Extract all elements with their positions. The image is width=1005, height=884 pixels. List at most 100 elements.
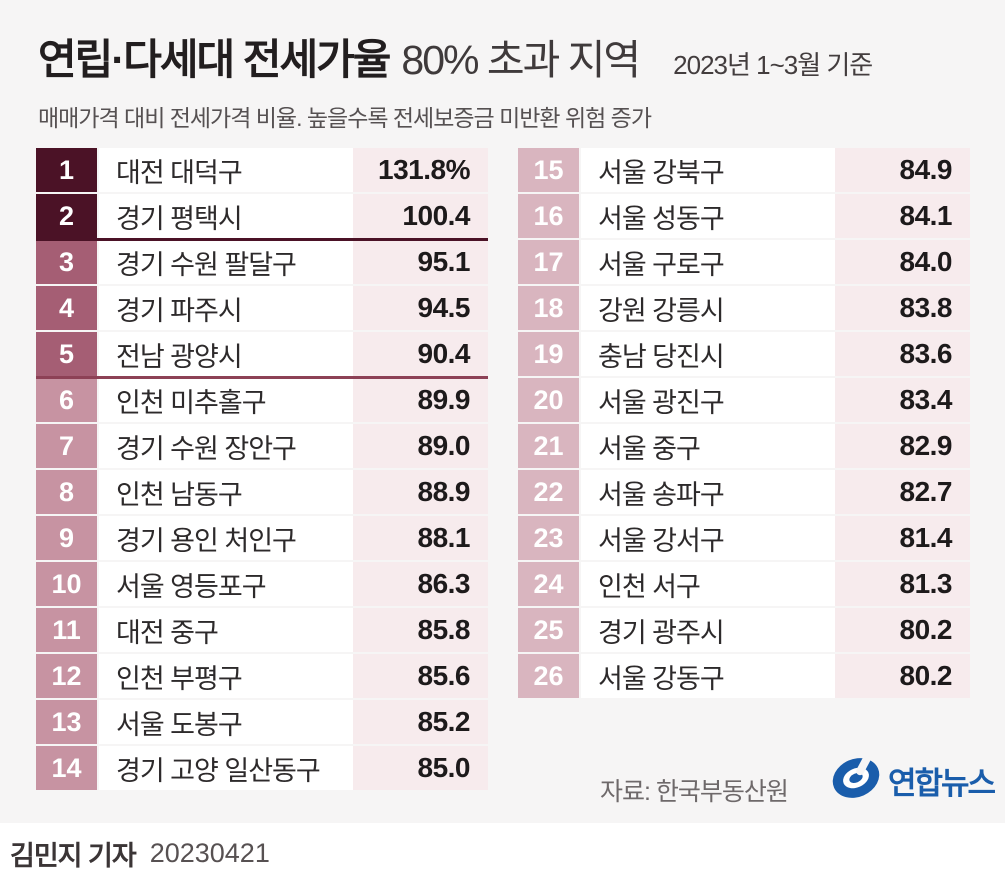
region-name: 경기 수원 팔달구	[99, 240, 353, 284]
rank-cell: 2	[36, 194, 97, 238]
rank-cell: 17	[518, 240, 579, 284]
ratio-value: 89.9	[353, 378, 488, 422]
rank-cell: 5	[36, 332, 97, 376]
region-name: 서울 강동구	[581, 654, 835, 698]
ranking-table-right: 15 서울 강북구 84.9 16 서울 성동구 84.1 17 서울 구로구 …	[518, 148, 970, 792]
ranking-table-left: 1 대전 대덕구 131.8% 2 경기 평택시 100.4 3 경기 수원 팔…	[36, 148, 488, 792]
region-name: 경기 수원 장안구	[99, 424, 353, 468]
table-row: 5 전남 광양시 90.4	[36, 332, 488, 379]
region-name: 강원 강릉시	[581, 286, 835, 330]
table-row: 6 인천 미추홀구 89.9	[36, 378, 488, 422]
rank-cell: 1	[36, 148, 97, 192]
region-name: 인천 미추홀구	[99, 378, 353, 422]
table-row: 12 인천 부평구 85.6	[36, 654, 488, 698]
rank-cell: 20	[518, 378, 579, 422]
ratio-value: 85.8	[353, 608, 488, 652]
rank-cell: 11	[36, 608, 97, 652]
rank-cell: 26	[518, 654, 579, 698]
table-row: 1 대전 대덕구 131.8%	[36, 148, 488, 192]
reporter-name: 김민지 기자	[10, 841, 137, 871]
table-row: 8 인천 남동구 88.9	[36, 470, 488, 514]
ratio-value: 83.6	[835, 332, 970, 376]
rank-cell: 4	[36, 286, 97, 330]
region-name: 경기 평택시	[99, 194, 353, 238]
ratio-value: 89.0	[353, 424, 488, 468]
rank-cell: 15	[518, 148, 579, 192]
ratio-value: 84.1	[835, 194, 970, 238]
ratio-value: 88.1	[353, 516, 488, 560]
period-label: 2023년 1~3월 기준	[673, 50, 873, 80]
yonhap-logo-text: 연합뉴스	[888, 766, 996, 801]
ratio-value: 88.9	[353, 470, 488, 514]
title-bold-text: 연립·다세대 전세가율	[38, 36, 391, 83]
rank-cell: 8	[36, 470, 97, 514]
table-row: 18 강원 강릉시 83.8	[518, 286, 970, 330]
table-row: 15 서울 강북구 84.9	[518, 148, 970, 192]
ratio-value: 85.6	[353, 654, 488, 698]
table-row: 20 서울 광진구 83.4	[518, 378, 970, 422]
rank-cell: 18	[518, 286, 579, 330]
table-row: 3 경기 수원 팔달구 95.1	[36, 240, 488, 284]
table-row: 26 서울 강동구 80.2	[518, 654, 970, 698]
rank-cell: 23	[518, 516, 579, 560]
region-name: 대전 중구	[99, 608, 353, 652]
region-name: 서울 성동구	[581, 194, 835, 238]
region-name: 경기 파주시	[99, 286, 353, 330]
region-name: 서울 강서구	[581, 516, 835, 560]
region-name: 서울 중구	[581, 424, 835, 468]
ranking-tables: 1 대전 대덕구 131.8% 2 경기 평택시 100.4 3 경기 수원 팔…	[36, 148, 970, 792]
table-row: 23 서울 강서구 81.4	[518, 516, 970, 560]
rank-cell: 6	[36, 378, 97, 422]
region-name: 경기 광주시	[581, 608, 835, 652]
table-row: 17 서울 구로구 84.0	[518, 240, 970, 284]
table-row: 16 서울 성동구 84.1	[518, 194, 970, 238]
rank-cell: 10	[36, 562, 97, 606]
rank-cell: 16	[518, 194, 579, 238]
rank-cell: 9	[36, 516, 97, 560]
table-row: 13 서울 도봉구 85.2	[36, 700, 488, 744]
region-name: 충남 당진시	[581, 332, 835, 376]
region-name: 인천 부평구	[99, 654, 353, 698]
ratio-value: 85.0	[353, 746, 488, 790]
region-name: 전남 광양시	[99, 332, 353, 376]
region-name: 서울 송파구	[581, 470, 835, 514]
table-row: 19 충남 당진시 83.6	[518, 332, 970, 376]
table-row: 7 경기 수원 장안구 89.0	[36, 424, 488, 468]
subtitle: 매매가격 대비 전세가격 비율. 높을수록 전세보증금 미반환 위험 증가	[38, 105, 652, 131]
ratio-value: 131.8%	[353, 148, 488, 192]
byline-footer: 김민지 기자 20230421	[0, 823, 1005, 884]
region-name: 대전 대덕구	[99, 148, 353, 192]
table-row: 25 경기 광주시 80.2	[518, 608, 970, 652]
source-credit: 자료: 한국부동산원	[600, 778, 789, 806]
table-row: 22 서울 송파구 82.7	[518, 470, 970, 514]
region-name: 서울 구로구	[581, 240, 835, 284]
table-row: 11 대전 중구 85.8	[36, 608, 488, 652]
title-light-text: 80% 초과 지역	[401, 37, 641, 83]
rank-cell: 25	[518, 608, 579, 652]
rank-cell: 7	[36, 424, 97, 468]
ratio-value: 80.2	[835, 654, 970, 698]
table-row: 2 경기 평택시 100.4	[36, 194, 488, 241]
table-row: 10 서울 영등포구 86.3	[36, 562, 488, 606]
byline-date: 20230421	[149, 838, 270, 868]
rank-cell: 12	[36, 654, 97, 698]
infographic-canvas: 연립·다세대 전세가율 80% 초과 지역 2023년 1~3월 기준 매매가격…	[36, 26, 997, 806]
ratio-value: 83.8	[835, 286, 970, 330]
ratio-value: 84.0	[835, 240, 970, 284]
ratio-value: 100.4	[353, 194, 488, 238]
rank-cell: 22	[518, 470, 579, 514]
region-name: 서울 도봉구	[99, 700, 353, 744]
table-row: 9 경기 용인 처인구 88.1	[36, 516, 488, 560]
region-name: 경기 고양 일산동구	[99, 746, 353, 790]
ratio-value: 83.4	[835, 378, 970, 422]
ratio-value: 81.4	[835, 516, 970, 560]
region-name: 인천 서구	[581, 562, 835, 606]
rank-cell: 3	[36, 240, 97, 284]
ratio-value: 81.3	[835, 562, 970, 606]
ratio-value: 95.1	[353, 240, 488, 284]
ratio-value: 82.7	[835, 470, 970, 514]
rank-cell: 14	[36, 746, 97, 790]
rank-cell: 21	[518, 424, 579, 468]
rank-cell: 19	[518, 332, 579, 376]
page-title: 연립·다세대 전세가율 80% 초과 지역 2023년 1~3월 기준	[38, 26, 873, 87]
